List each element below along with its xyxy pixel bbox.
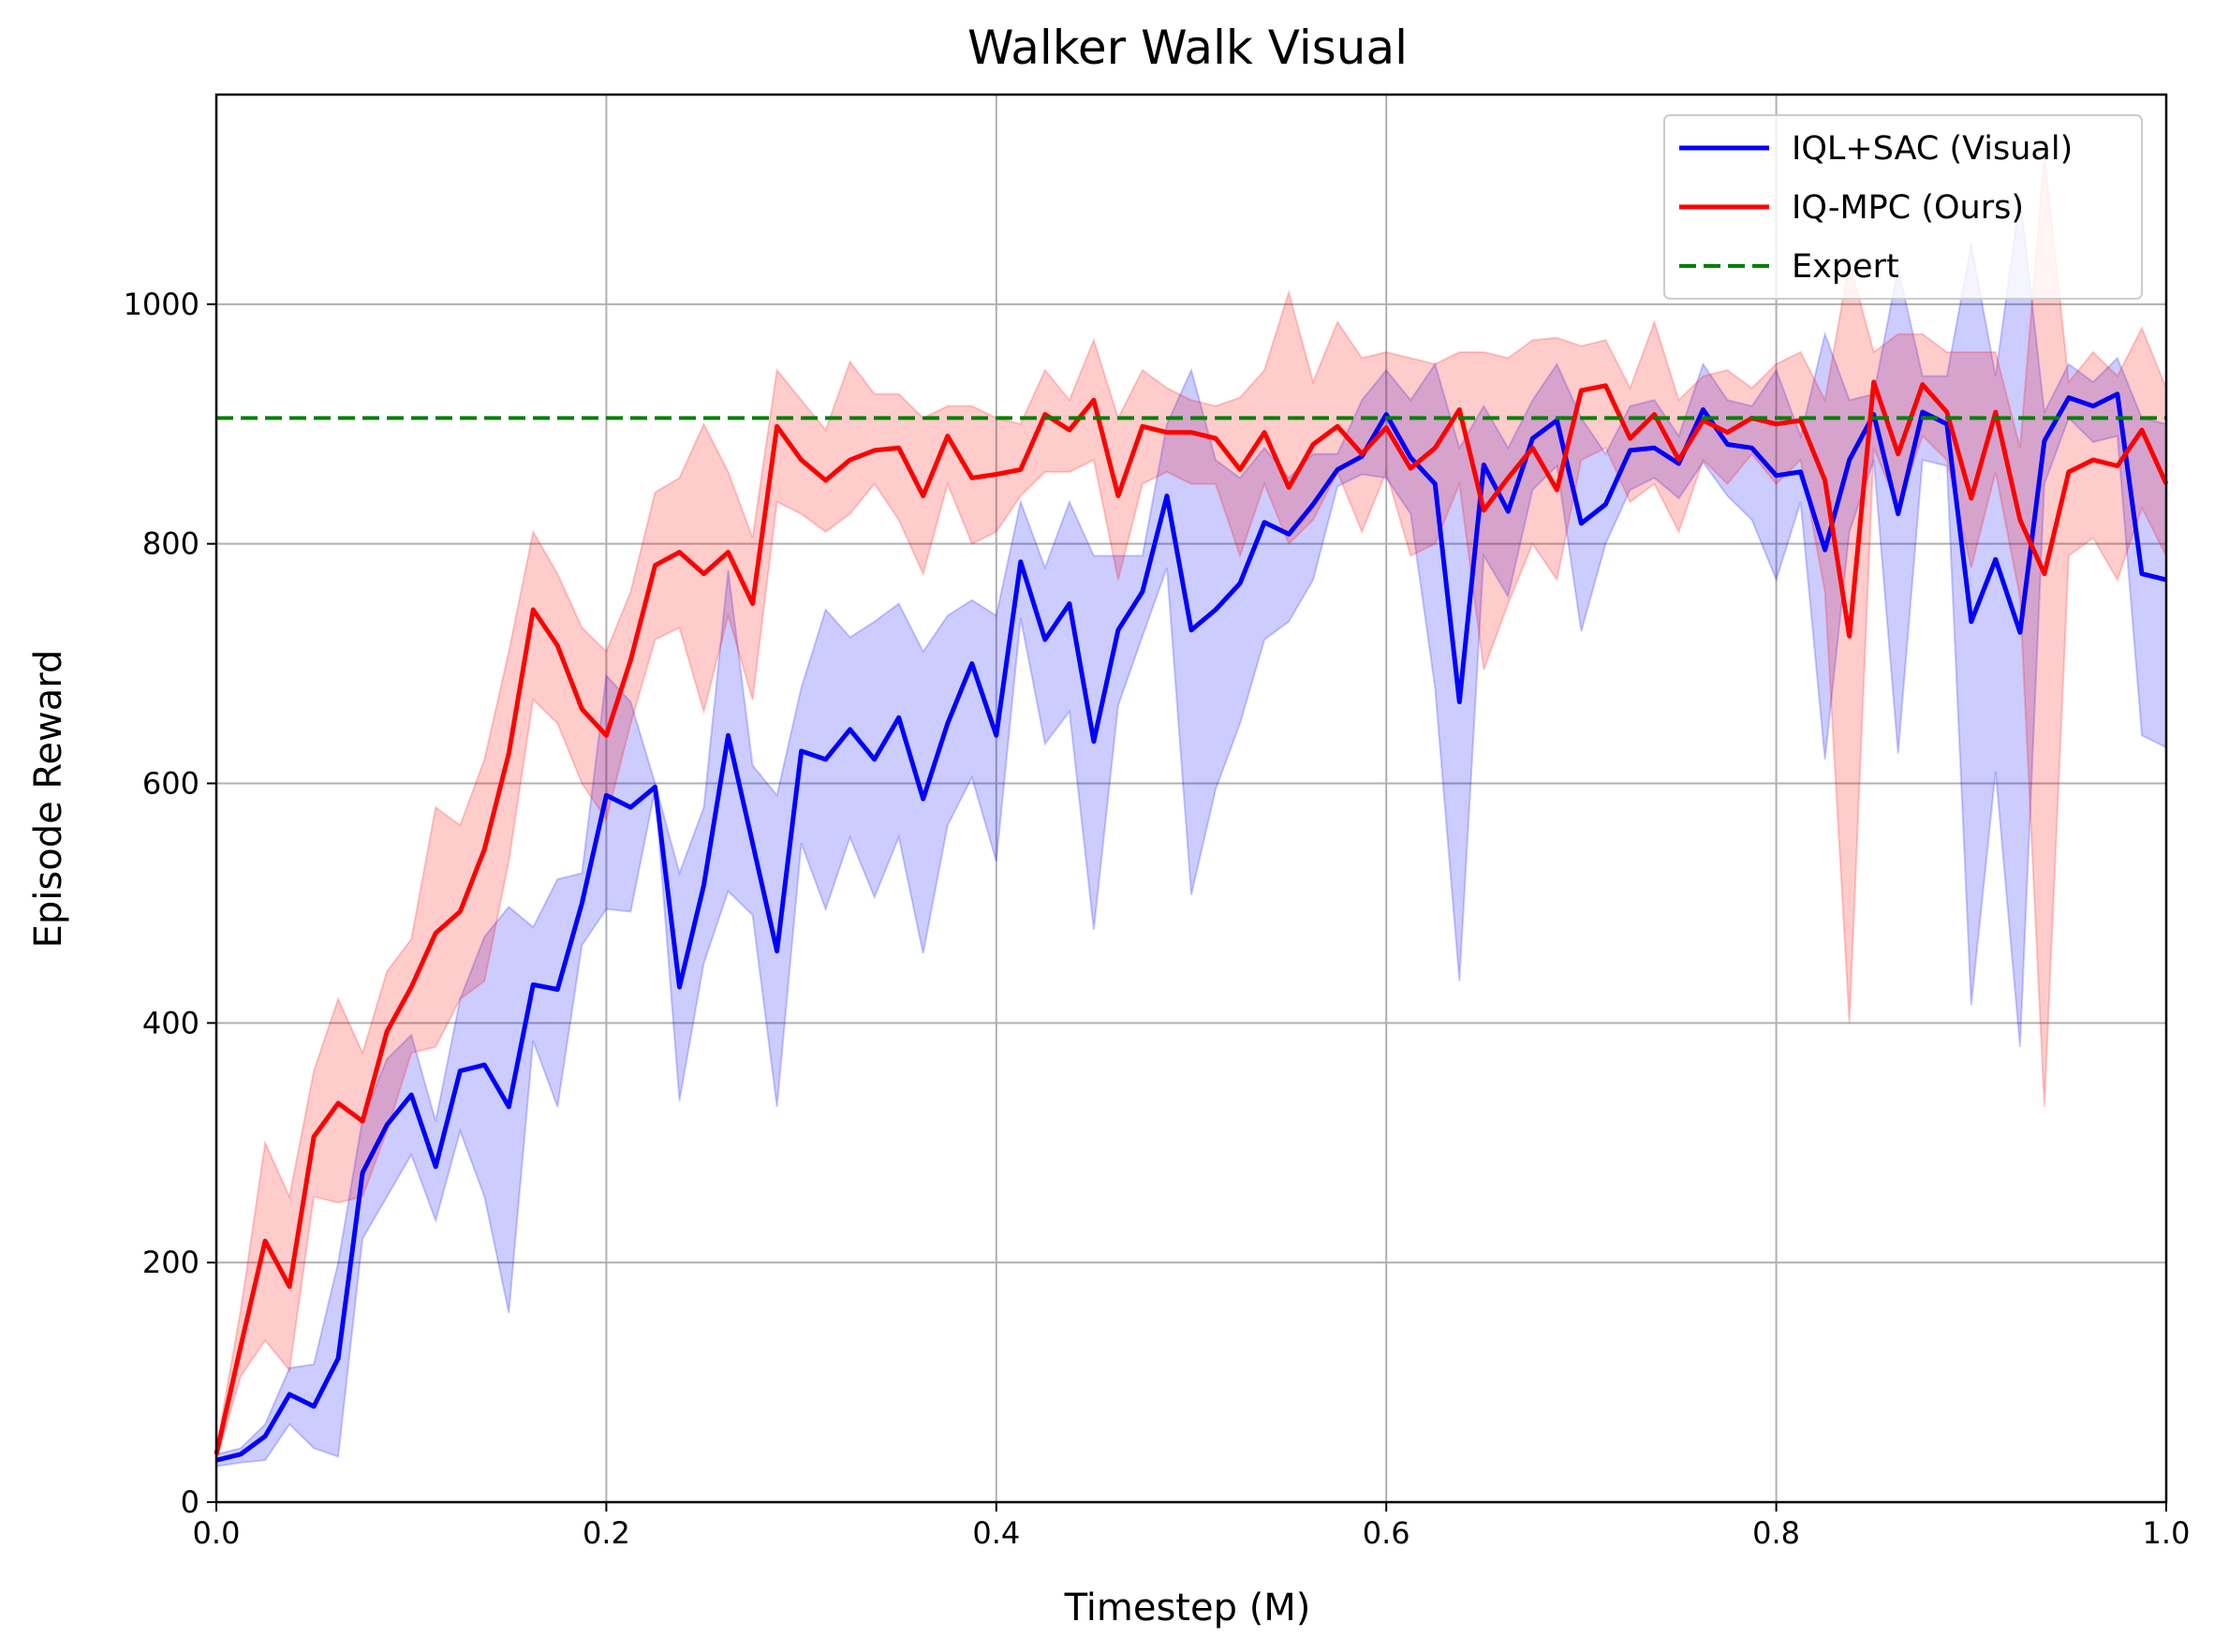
y-axis-label: Episode Reward <box>27 650 70 949</box>
legend-label-2: Expert <box>1792 248 1899 286</box>
y-tick-label: 1000 <box>124 287 199 322</box>
y-tick-label: 400 <box>142 1005 199 1040</box>
legend-label-1: IQ-MPC (Ours) <box>1792 189 2024 227</box>
x-tick-label: 0.0 <box>193 1515 241 1551</box>
x-tick-label: 0.4 <box>972 1515 1020 1551</box>
series-line-1 <box>214 379 2169 1455</box>
legend: IQL+SAC (Visual) IQ-MPC (Ours) Expert <box>1663 114 2143 300</box>
x-tick-label: 1.0 <box>2143 1515 2191 1551</box>
series-line-0 <box>215 391 2167 1463</box>
y-tick-label: 0 <box>181 1484 199 1520</box>
confidence-bands <box>215 154 2167 1468</box>
y-tick-label: 800 <box>142 526 199 562</box>
x-axis-label: Timestep (M) <box>1064 1586 1311 1630</box>
x-tick-label: 0.2 <box>583 1515 630 1551</box>
legend-label-0: IQL+SAC (Visual) <box>1792 130 2073 168</box>
legend-box <box>1663 114 2143 300</box>
x-tick-label: 0.8 <box>1752 1515 1800 1551</box>
x-tick-label: 0.6 <box>1363 1515 1410 1551</box>
axis-ticks: 0.0 0.2 0.4 0.6 0.8 1.0 0 200 400 600 800 1000 <box>124 287 2191 1551</box>
chart-title: Walker Walk Visual <box>967 21 1408 75</box>
y-tick-label: 200 <box>142 1245 199 1280</box>
plot-frame <box>214 93 2168 1504</box>
series-lines <box>214 379 2169 1463</box>
y-tick-label: 600 <box>142 766 199 802</box>
